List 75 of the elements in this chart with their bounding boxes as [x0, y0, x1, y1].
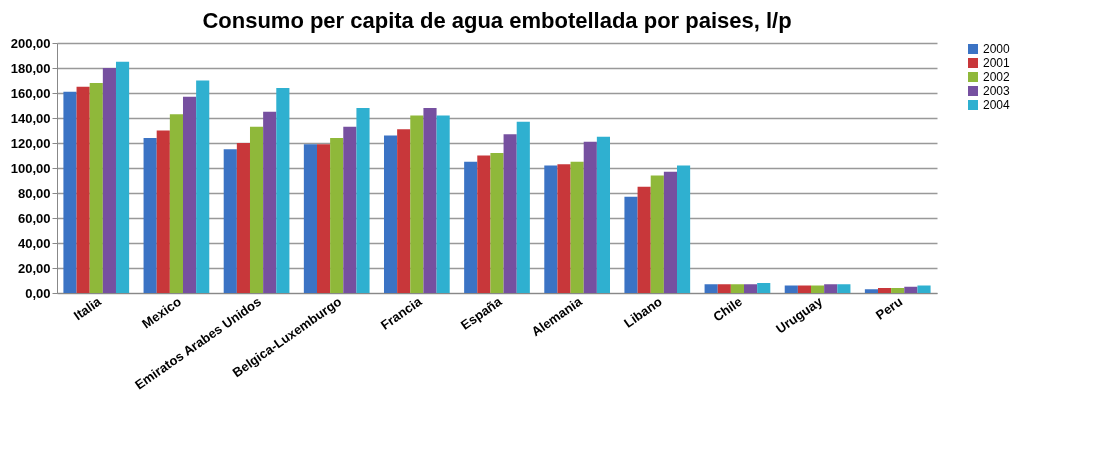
y-tick-label: 160,00: [10, 85, 51, 101]
bar: [744, 284, 758, 293]
bar: [156, 130, 170, 293]
bar: [169, 114, 183, 293]
bar: [436, 115, 450, 293]
bar: [650, 175, 664, 293]
bar: [223, 149, 237, 293]
bar: [464, 161, 478, 293]
bar: [303, 144, 317, 293]
bar: [330, 138, 344, 293]
bar: [704, 284, 718, 293]
x-tick-label: Italia: [70, 293, 105, 324]
y-tick-label: 100,00: [10, 160, 51, 176]
bar: [143, 138, 157, 293]
bar: [570, 161, 584, 293]
bar: [797, 285, 812, 293]
bar: [917, 285, 931, 293]
legend-label: 2002: [983, 70, 1011, 84]
bar: [356, 108, 370, 293]
bar: [784, 285, 798, 293]
bar: [730, 284, 745, 293]
x-tick-label: Chile: [710, 293, 745, 325]
y-tick-label: 40,00: [17, 235, 51, 251]
bar: [878, 288, 892, 293]
bar: [276, 88, 290, 293]
bar: [891, 288, 905, 293]
legend-label: 2001: [983, 56, 1011, 70]
legend-label: 2003: [983, 84, 1011, 98]
bar: [904, 286, 918, 293]
bar: [76, 86, 90, 293]
bar: [677, 165, 691, 293]
y-tick-label: 120,00: [10, 135, 51, 151]
y-tick-label: 180,00: [10, 60, 51, 76]
chart-title: Consumo per capita de agua embotellada por paises, l/p: [202, 8, 792, 33]
bar: [249, 126, 264, 293]
bar: [624, 196, 638, 293]
bar: [811, 285, 825, 293]
bar: [583, 141, 597, 293]
bar: [263, 111, 277, 293]
bar: [89, 83, 103, 293]
bar: [196, 80, 210, 293]
y-tick-label: 60,00: [17, 210, 51, 226]
bar: [115, 61, 130, 293]
bar: [63, 91, 77, 293]
bar: [516, 121, 530, 293]
bar: [397, 129, 411, 293]
bar: [663, 171, 678, 293]
bar: [503, 134, 517, 293]
bar: [316, 144, 331, 293]
legend-label: 2004: [983, 98, 1011, 112]
y-tick-label: 80,00: [17, 185, 51, 201]
y-tick-label: 0,00: [25, 285, 51, 301]
bar: [236, 143, 250, 293]
bar: [824, 284, 838, 293]
bar: [343, 126, 357, 293]
bar: [410, 115, 424, 293]
bar: [102, 68, 116, 293]
bar: [383, 135, 398, 293]
legend-label: 2000: [983, 42, 1011, 56]
bar: [637, 186, 651, 293]
bar: [596, 136, 611, 293]
y-tick-label: 20,00: [17, 260, 51, 276]
bar: [757, 283, 771, 293]
y-tick-label: 140,00: [10, 110, 51, 126]
bar: [182, 96, 197, 293]
y-tick-label: 200,00: [10, 35, 51, 51]
bar: [864, 289, 879, 293]
bar: [837, 284, 851, 293]
x-tick-label: Peru: [872, 293, 906, 323]
bar: [544, 165, 558, 293]
bar: [557, 164, 571, 293]
bar: [423, 108, 437, 293]
bar: [490, 153, 504, 293]
bar: [477, 155, 491, 293]
bar: [717, 284, 731, 293]
